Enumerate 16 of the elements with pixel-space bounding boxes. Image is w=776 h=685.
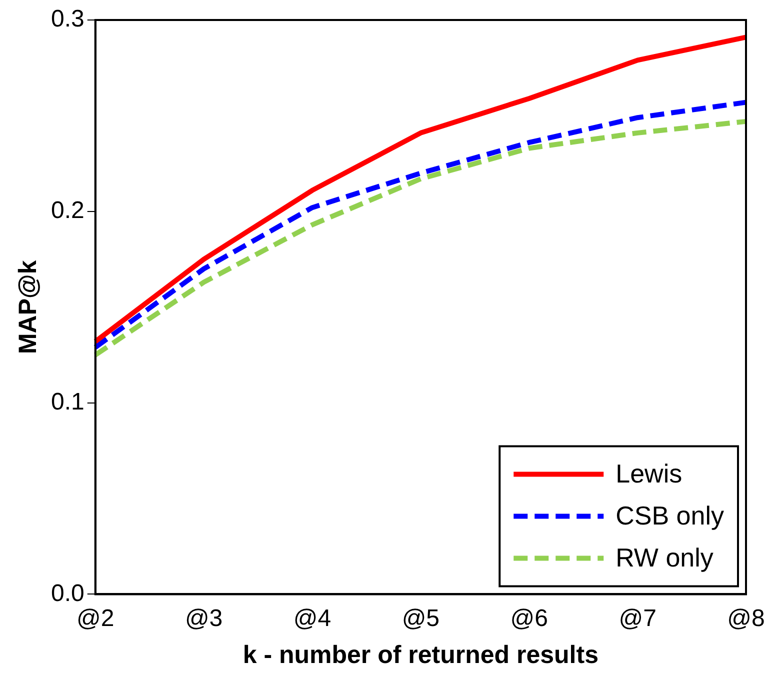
y-tick-label: 0.1 [50,388,84,416]
x-tick-label: @8 [727,605,765,632]
x-tick-label: @6 [510,605,548,632]
x-tick-label: @2 [76,605,114,632]
legend-label: RW only [616,542,714,572]
legend-label: Lewis [616,458,682,488]
y-tick-label: 0.2 [50,197,84,224]
y-tick-label: 0.0 [50,580,84,607]
x-tick-label: @5 [402,605,440,632]
y-tick-label: 0.3 [50,6,84,33]
legend-label: CSB only [616,500,724,530]
x-tick-label: @4 [293,605,332,632]
x-tick-label: @3 [184,605,223,632]
x-tick-label: @7 [618,605,656,632]
x-axis-title: k - number of returned results [242,640,598,669]
y-axis-title: MAP@k [14,260,42,354]
